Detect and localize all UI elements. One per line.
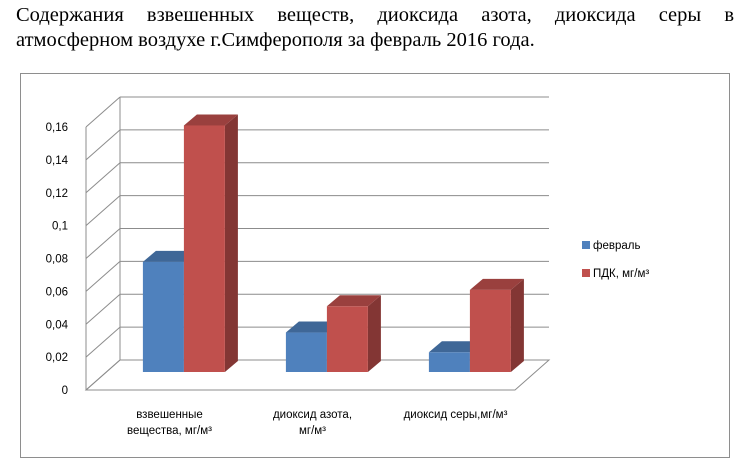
document-title: Содержания взвешенных веществ, диоксида … [16, 3, 734, 53]
x-tick-label: мг/м³ [299, 425, 326, 437]
x-tick-label: диоксид азота, [273, 409, 352, 421]
bar-pdk [469, 289, 511, 372]
gridline-side [85, 195, 121, 226]
chart-frame [20, 73, 730, 458]
bar-side-pdk [367, 295, 381, 372]
bar-february [285, 332, 327, 372]
document-title-line-1: Содержания взвешенных веществ, диоксида … [16, 4, 734, 26]
y-tick-label: 0,14 [46, 155, 69, 167]
gridline-side [85, 261, 121, 292]
bar-top-february [285, 321, 340, 333]
gridline-side [85, 326, 121, 358]
bar-february [428, 352, 470, 372]
bar-top-pdk [469, 278, 524, 290]
bar-top-pdk [183, 114, 238, 126]
y-tick-label: 0,04 [46, 319, 69, 331]
bar-top-pdk [326, 295, 381, 307]
bar-top-february [142, 250, 197, 262]
y-tick-label: 0,02 [46, 352, 68, 364]
gridline-side [85, 293, 121, 325]
legend-label: февраль [593, 240, 640, 252]
floor [84, 359, 551, 391]
gridline-side [85, 96, 121, 128]
y-tick-label: 0,08 [46, 254, 68, 266]
bar-side-pdk [510, 278, 524, 372]
y-tick-label: 0,06 [46, 286, 68, 298]
x-tick-label: вещества, мг/м³ [127, 425, 212, 437]
legend-swatch [582, 241, 590, 249]
bar-pdk [183, 125, 225, 372]
x-tick-label: диоксид серы,мг/м³ [404, 409, 508, 421]
gridline-side [85, 162, 121, 194]
y-tick-label: 0,1 [52, 221, 68, 233]
y-tick-label: 0,12 [46, 188, 68, 200]
y-tick-label: 0,16 [46, 122, 68, 134]
x-tick-label: взвешенные [136, 409, 203, 421]
gridline-side [85, 129, 121, 161]
legend-swatch [582, 269, 590, 277]
bar-february [142, 261, 184, 372]
y-tick-label: 0 [62, 385, 68, 397]
gridline-side [85, 228, 121, 259]
legend-label: ПДК, мг/м³ [593, 268, 649, 280]
document-title-line-2: атмосферном воздухе г.Симферополя за фев… [16, 29, 535, 51]
bar-pdk [326, 306, 368, 372]
bar-top-february [428, 341, 483, 353]
bar-side-pdk [224, 114, 238, 372]
